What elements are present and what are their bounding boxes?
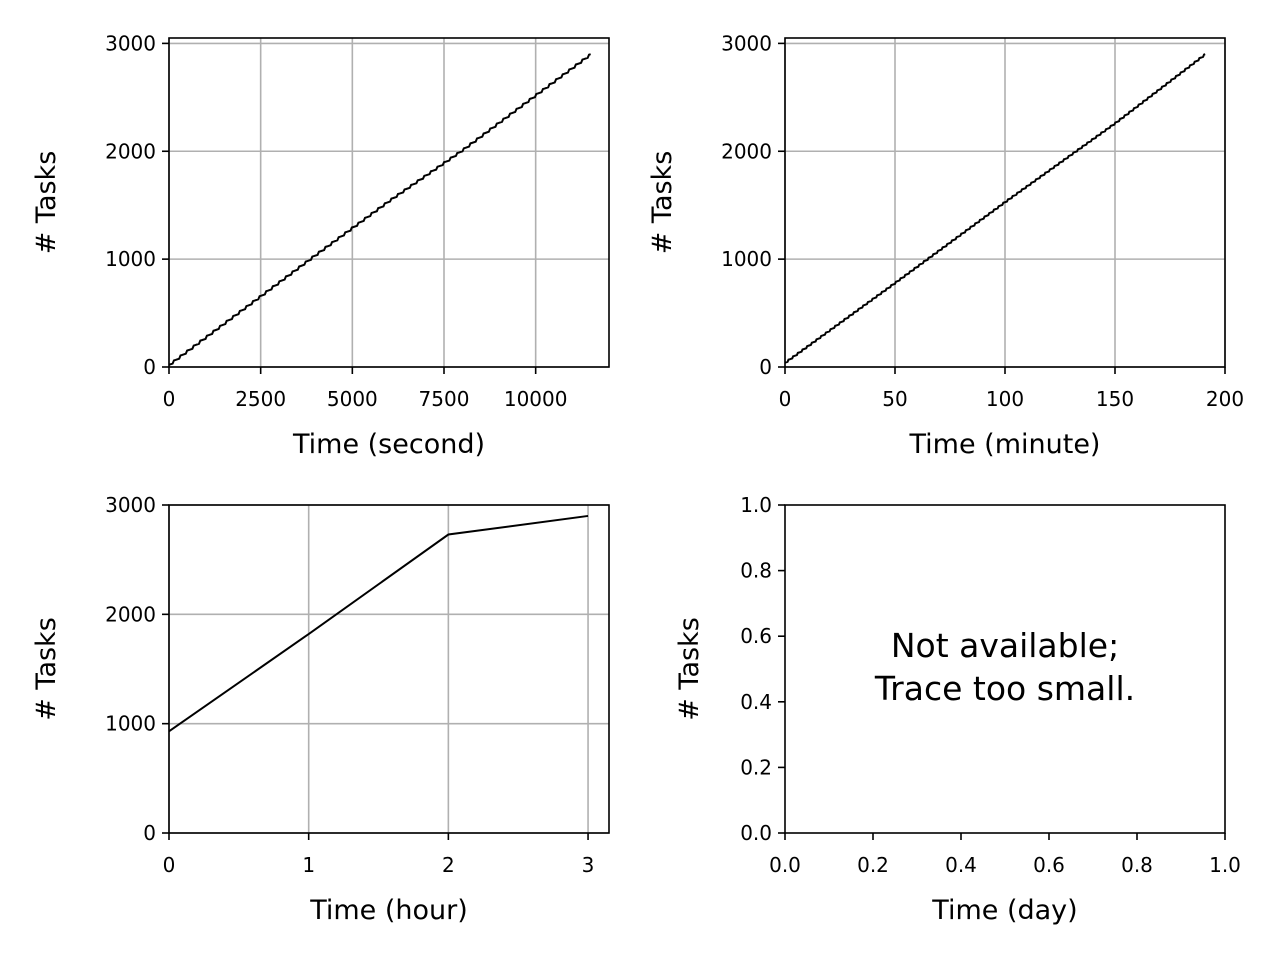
plot-frame xyxy=(168,37,610,368)
x-tick-label: 0 xyxy=(163,853,176,877)
y-axis-label: # Tasks xyxy=(31,151,62,255)
x-tick-label: 0.0 xyxy=(769,853,801,877)
x-tick-label: 50 xyxy=(882,387,907,411)
series-line xyxy=(168,53,591,366)
chart-3: 0 1 2 3 0 1000 2000 3000 Time (hour) # Tasks xyxy=(31,493,610,926)
y-tick-label: 0.4 xyxy=(740,690,772,714)
y-tick-label: 0.8 xyxy=(740,559,772,583)
chart-1: 0 2500 5000 7500 10000 0 1000 2000 3000 Time (sec… xyxy=(31,31,610,460)
x-axis-label: Time (hour) xyxy=(309,895,468,926)
x-tick-label: 1 xyxy=(302,853,315,877)
x-tick-label: 0.4 xyxy=(945,853,977,877)
series-line xyxy=(784,53,1206,364)
chart-4: 0.0 0.2 0.4 0.6 0.8 1.0 0.0 0.2 0.4 0.6 0.8 1.0 Time… xyxy=(674,493,1241,926)
annotation-line: Trace too small. xyxy=(874,669,1135,708)
x-tick-label: 0.8 xyxy=(1121,853,1153,877)
x-tick-label: 0 xyxy=(163,387,176,411)
y-tick-label: 0 xyxy=(143,821,156,845)
x-tick-label: 5000 xyxy=(327,387,378,411)
x-tick-label: 2500 xyxy=(235,387,286,411)
y-tick-label: 1.0 xyxy=(740,493,772,517)
x-axis-label: Time (minute) xyxy=(909,429,1101,460)
y-axis-label: # Tasks xyxy=(31,617,62,721)
y-tick-label: 1000 xyxy=(721,247,772,271)
x-axis-label: Time (day) xyxy=(931,895,1077,926)
y-tick-label: 1000 xyxy=(105,712,156,736)
plot-frame xyxy=(784,504,1226,834)
x-tick-label: 10000 xyxy=(504,387,568,411)
series-line xyxy=(168,514,589,733)
y-tick-label: 3000 xyxy=(105,31,156,55)
y-tick-label: 0 xyxy=(759,355,772,379)
y-tick-label: 1000 xyxy=(105,247,156,271)
y-tick-label: 2000 xyxy=(721,139,772,163)
x-tick-label: 200 xyxy=(1206,387,1244,411)
x-tick-label: 3 xyxy=(582,853,595,877)
x-tick-label: 100 xyxy=(986,387,1024,411)
y-tick-label: 2000 xyxy=(105,139,156,163)
plot-frame xyxy=(168,504,610,834)
x-tick-label: 7500 xyxy=(419,387,470,411)
y-tick-label: 3000 xyxy=(721,31,772,55)
x-tick-label: 150 xyxy=(1096,387,1134,411)
y-tick-label: 0 xyxy=(143,355,156,379)
annotation-line: Not available; xyxy=(891,626,1119,665)
x-axis-label: Time (second) xyxy=(292,429,485,460)
y-axis-label: # Tasks xyxy=(674,617,705,721)
x-tick-label: 0.6 xyxy=(1033,853,1065,877)
x-tick-label: 1.0 xyxy=(1209,853,1241,877)
x-tick-label: 0.2 xyxy=(857,853,889,877)
y-tick-label: 0.0 xyxy=(740,821,772,845)
x-tick-label: 2 xyxy=(442,853,455,877)
y-tick-label: 0.6 xyxy=(740,624,772,648)
y-tick-label: 2000 xyxy=(105,602,156,626)
y-axis-label: # Tasks xyxy=(647,151,678,255)
y-tick-label: 0.2 xyxy=(740,755,772,779)
y-tick-label: 3000 xyxy=(105,493,156,517)
x-tick-label: 0 xyxy=(779,387,792,411)
